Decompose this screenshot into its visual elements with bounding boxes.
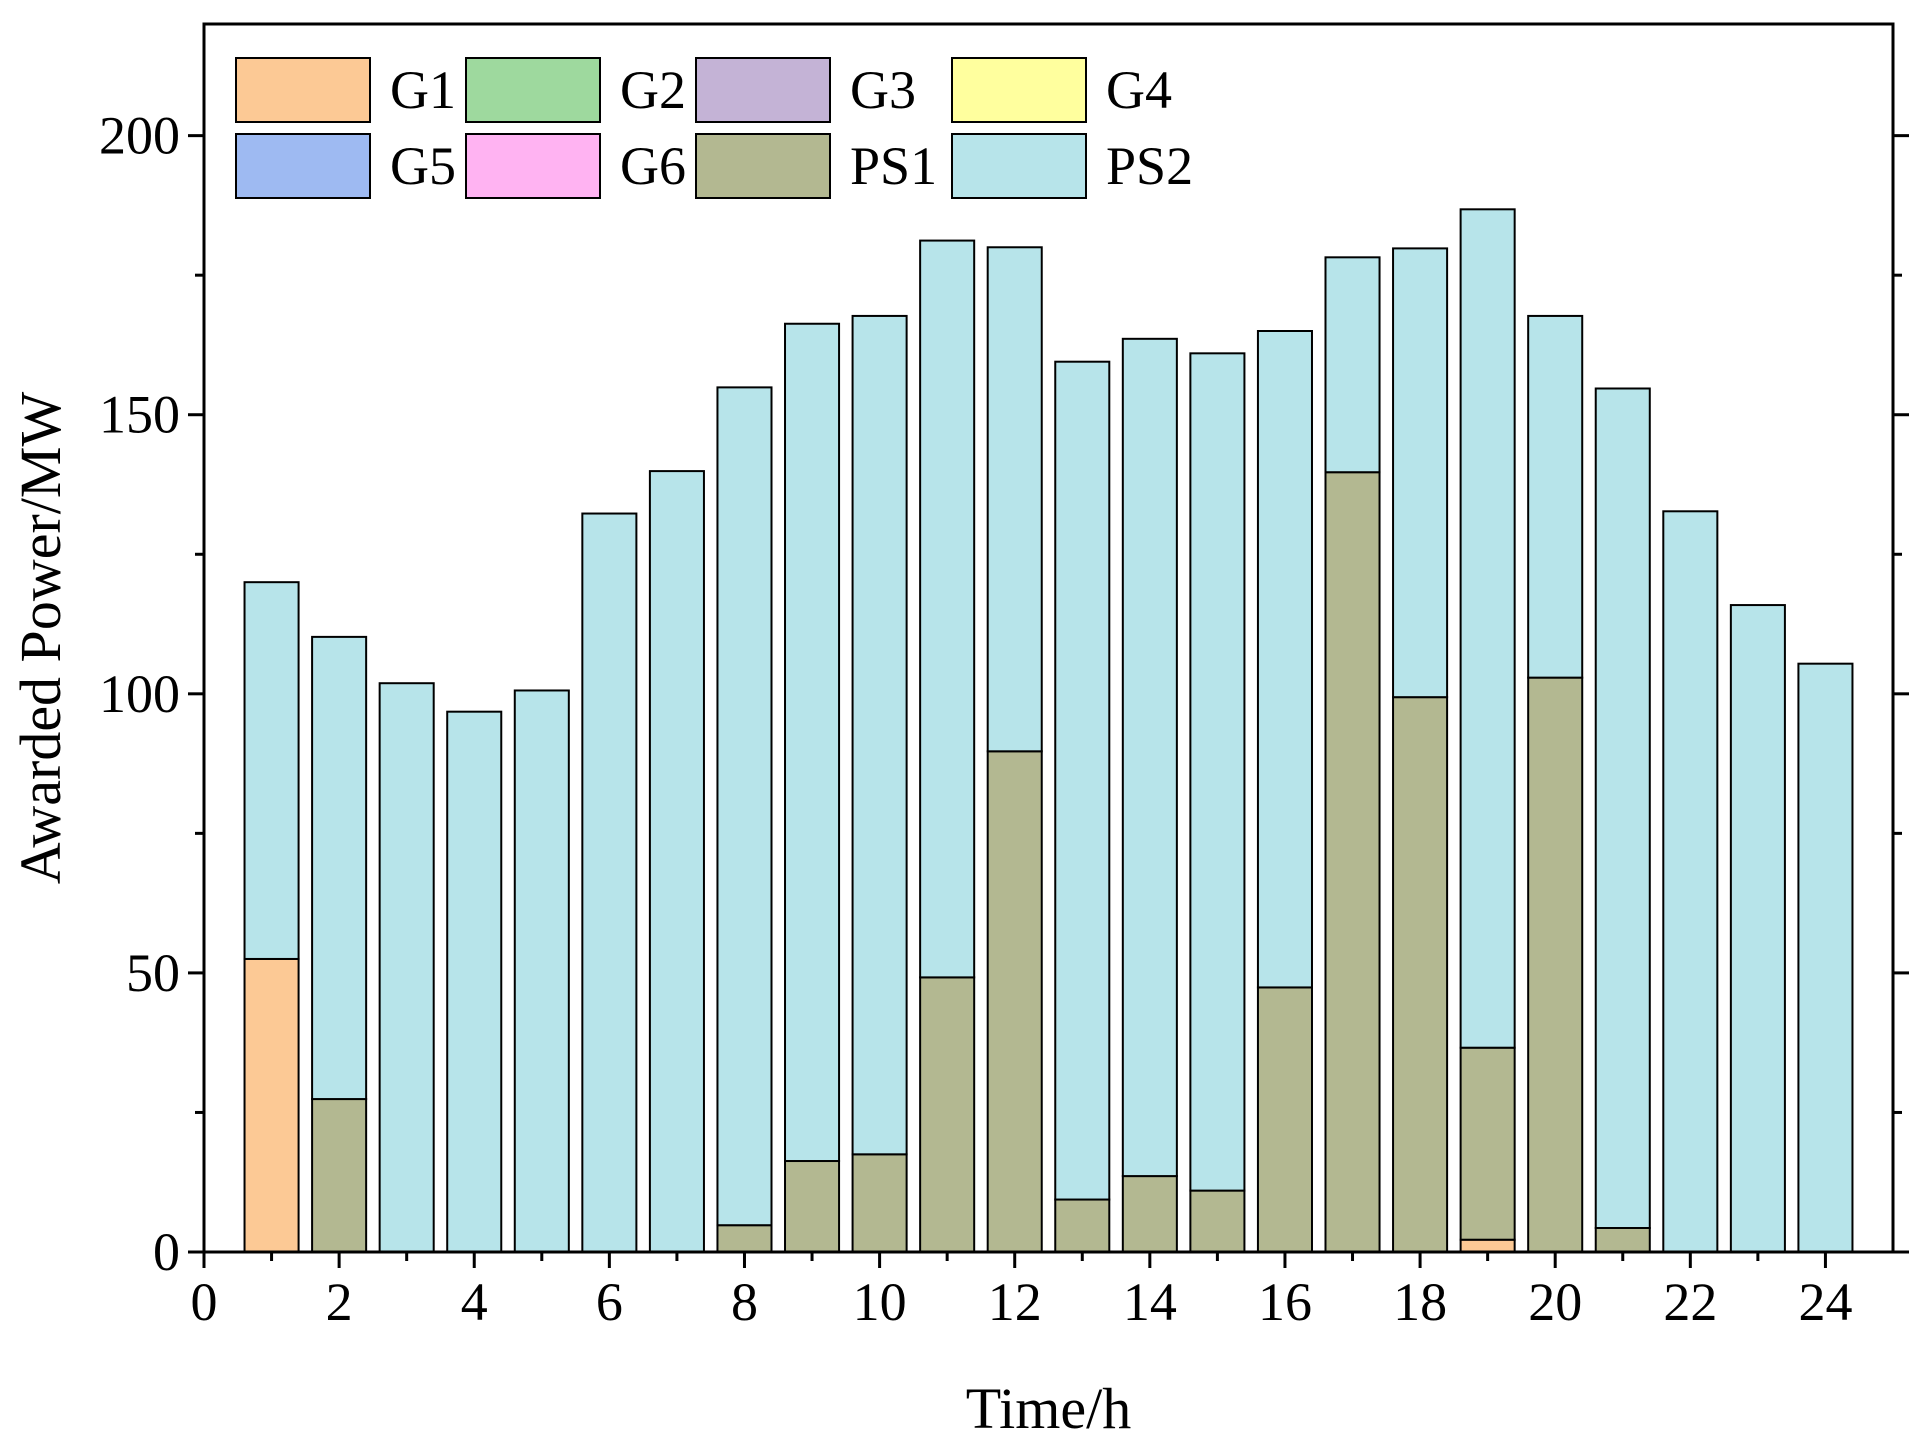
x-tick-label: 12 <box>988 1272 1042 1332</box>
y-tick-label: 200 <box>99 106 180 166</box>
y-axis-ticks: 0 50 100 150 200 <box>99 106 1909 1282</box>
x-tick-label: 10 <box>853 1272 907 1332</box>
x-tick-label: 2 <box>326 1272 353 1332</box>
bar-ps2-hour-2 <box>311 635 368 1101</box>
bar-ps2-hour-24 <box>1797 662 1854 1253</box>
bar-ps2-hour-21 <box>1594 387 1651 1229</box>
bar-ps2-hour-22 <box>1662 510 1719 1253</box>
bar-ps1-hour-17 <box>1324 471 1381 1254</box>
bar-ps2-hour-10 <box>851 314 908 1156</box>
bar-ps2-hour-12 <box>986 246 1043 753</box>
legend-swatch-ps2 <box>951 133 1087 199</box>
bar-ps1-hour-18 <box>1392 696 1449 1253</box>
x-tick-label: 20 <box>1528 1272 1582 1332</box>
x-tick-label: 8 <box>731 1272 758 1332</box>
y-tick-label: 150 <box>99 385 180 445</box>
legend-swatch-g4 <box>951 57 1087 123</box>
bar-ps2-hour-9 <box>784 322 841 1163</box>
bar-ps2-hour-6 <box>581 512 638 1253</box>
bar-ps2-hour-8 <box>716 386 773 1227</box>
bar-ps1-hour-14 <box>1121 1175 1178 1254</box>
bar-ps1-hour-8 <box>716 1224 773 1254</box>
legend-label-ps1: PS1 <box>850 136 937 196</box>
bar-ps2-hour-16 <box>1256 330 1313 989</box>
bar-ps1-hour-15 <box>1189 1189 1246 1253</box>
x-tick-label: 16 <box>1258 1272 1312 1332</box>
legend-label-g4: G4 <box>1106 60 1172 120</box>
legend-swatch-g6 <box>465 133 601 199</box>
bar-ps2-hour-5 <box>513 689 570 1253</box>
bar-ps1-hour-9 <box>784 1160 841 1253</box>
bar-ps1-hour-2 <box>311 1098 368 1254</box>
legend-swatch-ps1 <box>695 133 831 199</box>
bar-ps1-hour-10 <box>851 1153 908 1254</box>
x-tick-label: 22 <box>1663 1272 1717 1332</box>
bar-ps2-hour-19 <box>1459 208 1516 1049</box>
bar-ps2-hour-14 <box>1121 337 1178 1178</box>
bar-ps2-hour-7 <box>648 470 705 1253</box>
bar-ps1-hour-12 <box>986 750 1043 1253</box>
y-axis-title: Awarded Power/MW <box>8 392 73 885</box>
bar-ps1-hour-13 <box>1054 1198 1111 1253</box>
bar-ps1-hour-19 <box>1459 1046 1516 1241</box>
legend-label-g1: G1 <box>390 60 456 120</box>
bar-layer <box>243 208 1854 1254</box>
bar-ps1-hour-21 <box>1594 1226 1651 1253</box>
legend-label-g2: G2 <box>620 60 686 120</box>
bar-ps2-hour-1 <box>243 581 300 960</box>
legend-swatch-g2 <box>465 57 601 123</box>
plot-frame <box>202 22 1895 1254</box>
y-tick-label: 100 <box>99 664 180 724</box>
bar-ps2-hour-15 <box>1189 352 1246 1192</box>
y-tick-label: 0 <box>153 1222 180 1282</box>
y-tick-label: 50 <box>126 943 180 1003</box>
legend-label-g6: G6 <box>620 136 686 196</box>
legend-label-ps2: PS2 <box>1106 136 1193 196</box>
bar-ps2-hour-17 <box>1324 256 1381 474</box>
bar-ps1-hour-11 <box>919 976 976 1254</box>
x-tick-label: 24 <box>1798 1272 1852 1332</box>
bar-ps2-hour-13 <box>1054 360 1111 1201</box>
legend-swatch-g3 <box>695 57 831 123</box>
bar-ps2-hour-11 <box>919 239 976 979</box>
x-tick-label: 4 <box>461 1272 488 1332</box>
x-tick-label: 18 <box>1393 1272 1447 1332</box>
x-tick-label: 14 <box>1123 1272 1177 1332</box>
x-tick-label: 6 <box>596 1272 623 1332</box>
x-axis-title: Time/h <box>966 1376 1131 1441</box>
x-axis-ticks: 0 2 4 6 8 10 12 14 16 18 20 22 24 <box>191 1252 1852 1332</box>
legend-swatch-g5 <box>235 133 371 199</box>
bar-ps2-hour-3 <box>378 682 435 1253</box>
bar-ps1-hour-20 <box>1527 676 1584 1253</box>
legend: G1 G2 G3 G4 G5 G6 PS1 PS2 <box>235 57 1193 199</box>
bar-g1-hour-19 <box>1459 1238 1516 1253</box>
bar-ps2-hour-18 <box>1392 247 1449 699</box>
bar-ps2-hour-20 <box>1527 314 1584 679</box>
legend-label-g3: G3 <box>850 60 916 120</box>
bar-ps1-hour-16 <box>1256 986 1313 1253</box>
legend-label-g5: G5 <box>390 136 456 196</box>
bar-ps2-hour-4 <box>446 710 503 1253</box>
legend-swatch-g1 <box>235 57 371 123</box>
bar-g1-hour-1 <box>243 957 300 1253</box>
x-tick-label: 0 <box>191 1272 218 1332</box>
bar-ps2-hour-23 <box>1729 604 1786 1253</box>
